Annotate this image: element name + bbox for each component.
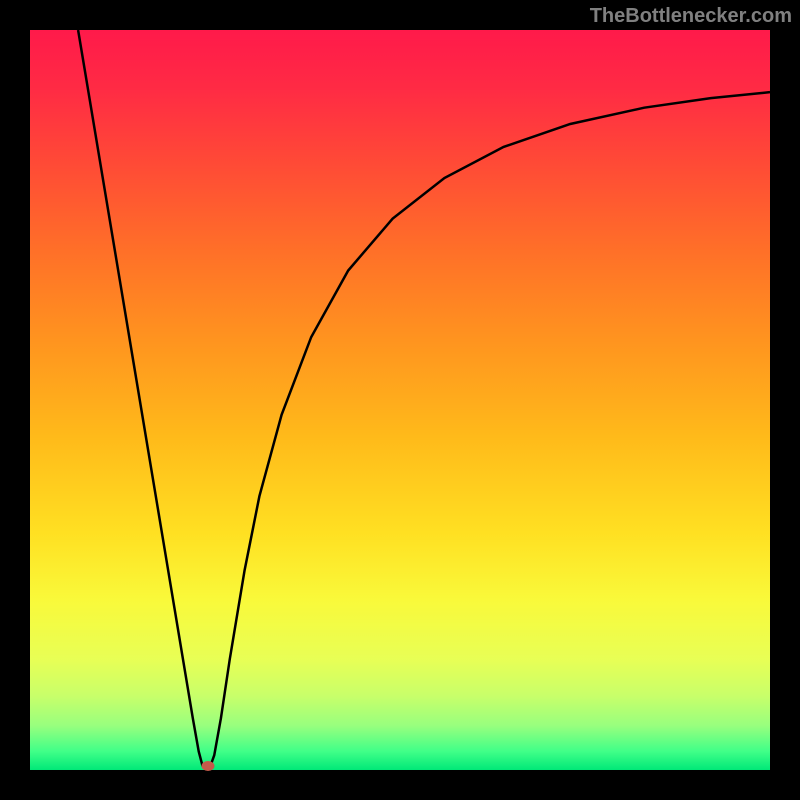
watermark-text: TheBottlenecker.com bbox=[590, 5, 792, 28]
optimum-marker bbox=[201, 761, 214, 771]
chart-container: TheBottlenecker.com bbox=[0, 0, 800, 800]
bottleneck-curve bbox=[78, 30, 770, 766]
plot-area bbox=[30, 30, 770, 770]
curve-layer bbox=[30, 30, 770, 770]
